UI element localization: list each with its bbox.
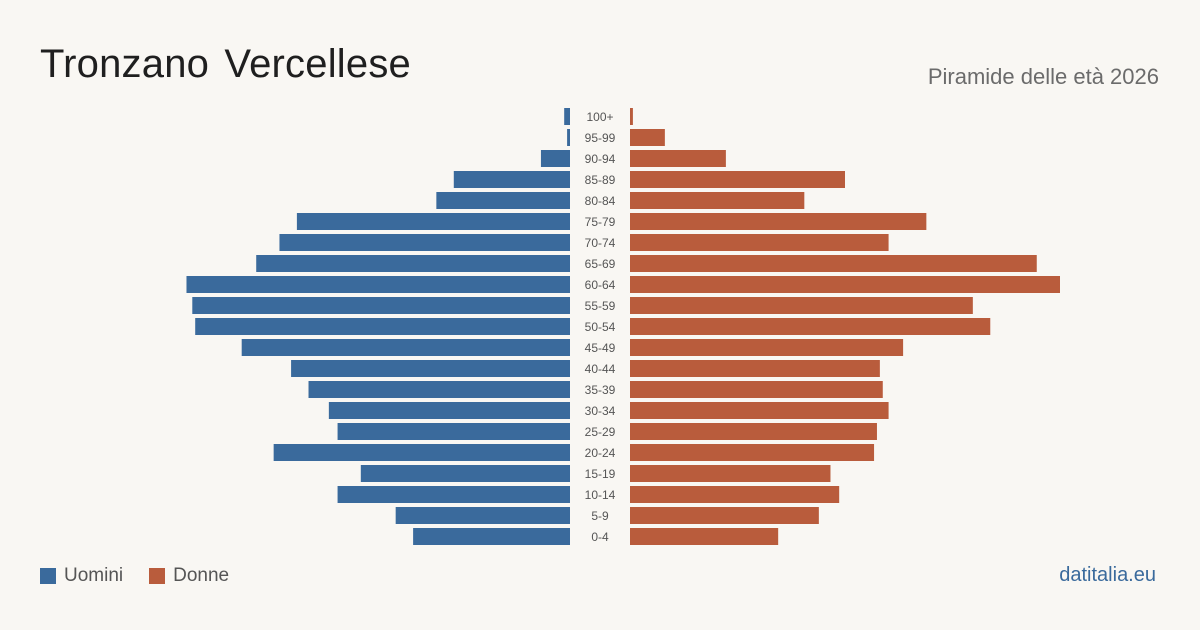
bar-donne-15-19 — [630, 465, 831, 482]
page-title: Tronzano Vercellese — [40, 42, 411, 86]
age-label-45-49: 45-49 — [585, 341, 616, 355]
bar-uomini-10-14 — [337, 486, 570, 503]
bar-donne-70-74 — [630, 234, 889, 251]
bar-donne-60-64 — [630, 276, 1060, 293]
age-label-70-74: 70-74 — [585, 236, 616, 250]
age-label-100plus: 100+ — [586, 110, 613, 124]
bar-uomini-0-4 — [413, 528, 570, 545]
bar-uomini-40-44 — [291, 360, 570, 377]
age-label-85-89: 85-89 — [585, 173, 616, 187]
bar-uomini-25-29 — [337, 423, 570, 440]
bar-donne-10-14 — [630, 486, 840, 503]
legend-swatch-uomini — [40, 568, 56, 584]
age-label-40-44: 40-44 — [585, 362, 616, 376]
bar-uomini-95-99 — [567, 129, 570, 146]
bar-uomini-70-74 — [279, 234, 570, 251]
age-label-65-69: 65-69 — [585, 257, 616, 271]
age-label-55-59: 55-59 — [585, 299, 616, 313]
brand-link[interactable]: datitalia.eu — [1059, 564, 1156, 586]
bar-donne-65-69 — [630, 255, 1037, 272]
bar-uomini-55-59 — [192, 297, 570, 314]
bar-uomini-80-84 — [436, 192, 570, 209]
bar-donne-35-39 — [630, 381, 883, 398]
bar-uomini-50-54 — [195, 318, 570, 335]
bar-uomini-20-24 — [273, 444, 570, 461]
bar-uomini-100plus — [564, 108, 570, 125]
legend-label-donne: Donne — [173, 565, 230, 586]
legend-item-donne: Donne — [149, 565, 229, 587]
age-label-30-34: 30-34 — [585, 404, 616, 418]
bar-uomini-35-39 — [308, 381, 570, 398]
age-label-0-4: 0-4 — [591, 530, 609, 544]
legend: Uomini Donne — [40, 565, 255, 587]
bar-donne-90-94 — [630, 150, 726, 167]
legend-item-uomini: Uomini — [40, 565, 123, 587]
bar-donne-75-79 — [630, 213, 927, 230]
bar-uomini-75-79 — [296, 213, 570, 230]
bar-donne-40-44 — [630, 360, 880, 377]
bar-donne-0-4 — [630, 528, 779, 545]
bar-uomini-60-64 — [186, 276, 570, 293]
age-label-75-79: 75-79 — [585, 215, 616, 229]
bar-uomini-15-19 — [360, 465, 570, 482]
chart-subtitle: Piramide delle età 2026 — [927, 64, 1159, 89]
age-label-10-14: 10-14 — [585, 488, 616, 502]
age-label-50-54: 50-54 — [585, 320, 616, 334]
age-label-95-99: 95-99 — [585, 131, 616, 145]
age-label-25-29: 25-29 — [585, 425, 616, 439]
bar-donne-5-9 — [630, 507, 819, 524]
bar-uomini-45-49 — [241, 339, 570, 356]
age-label-15-19: 15-19 — [585, 467, 616, 481]
age-label-5-9: 5-9 — [591, 509, 609, 523]
bar-uomini-65-69 — [256, 255, 570, 272]
legend-label-uomini: Uomini — [64, 565, 124, 586]
bar-uomini-85-89 — [453, 171, 570, 188]
bar-donne-80-84 — [630, 192, 805, 209]
bar-donne-25-29 — [630, 423, 877, 440]
bar-donne-30-34 — [630, 402, 889, 419]
age-label-80-84: 80-84 — [585, 194, 616, 208]
bar-donne-55-59 — [630, 297, 973, 314]
bar-uomini-30-34 — [328, 402, 570, 419]
bar-uomini-5-9 — [395, 507, 570, 524]
bar-donne-45-49 — [630, 339, 904, 356]
bar-donne-85-89 — [630, 171, 845, 188]
bar-donne-95-99 — [630, 129, 665, 146]
age-label-60-64: 60-64 — [585, 278, 616, 292]
bar-donne-20-24 — [630, 444, 875, 461]
bar-donne-50-54 — [630, 318, 991, 335]
bar-uomini-90-94 — [540, 150, 570, 167]
age-label-90-94: 90-94 — [585, 152, 616, 166]
legend-swatch-donne — [149, 568, 166, 584]
age-label-35-39: 35-39 — [585, 383, 616, 397]
age-label-20-24: 20-24 — [585, 446, 616, 460]
bar-donne-100plus — [630, 108, 633, 125]
